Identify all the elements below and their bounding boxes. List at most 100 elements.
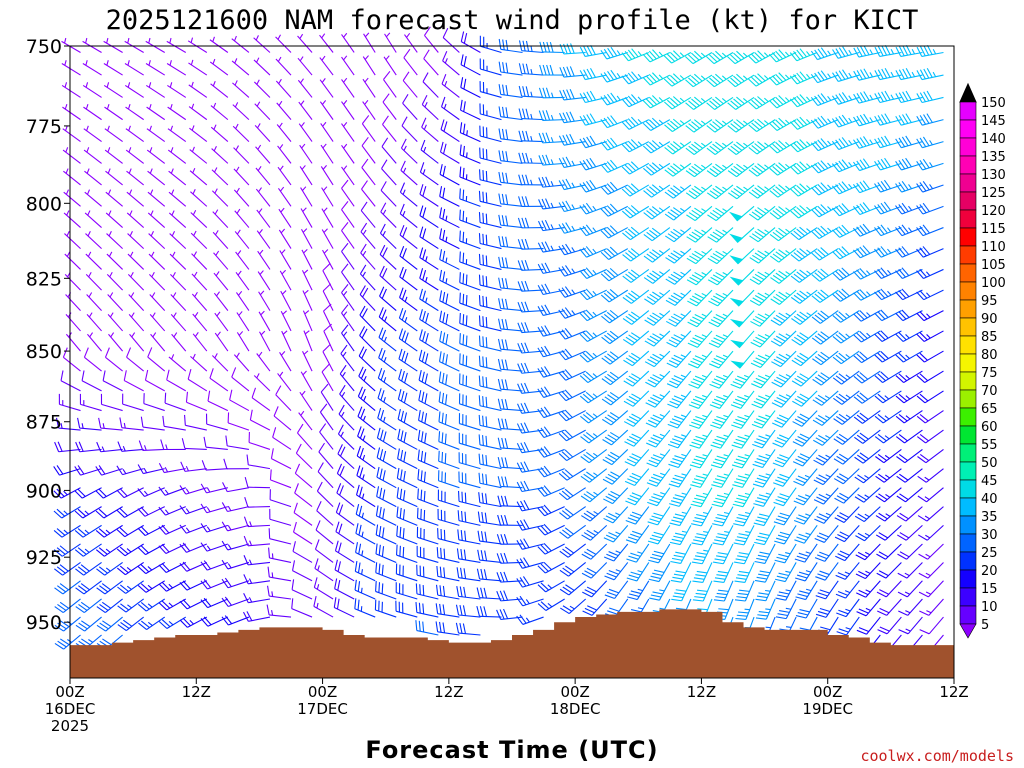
barb-shaft (459, 261, 481, 270)
barb-full (603, 271, 613, 280)
barb-full (585, 411, 595, 420)
barb-shaft (585, 141, 607, 149)
barb-full (623, 400, 634, 407)
barb-shaft (269, 538, 292, 545)
barb-full (649, 335, 660, 342)
barb-full (380, 202, 387, 213)
barb-full (653, 569, 665, 573)
barb-half (149, 147, 153, 153)
barb-shaft (107, 294, 124, 311)
wind-barb (258, 310, 271, 332)
barb-shaft (740, 410, 755, 429)
barb-full (501, 457, 505, 468)
barb-half (592, 452, 598, 457)
barb-full (672, 438, 683, 443)
barb-shaft (398, 358, 418, 372)
barb-half (364, 99, 369, 105)
barb-half (278, 78, 282, 84)
barb-full (709, 54, 718, 63)
wind-barb (516, 480, 544, 493)
wind-barb (189, 167, 208, 186)
barb-full (498, 61, 502, 73)
barb-full (537, 285, 544, 295)
barb-shaft (299, 144, 313, 164)
wind-barb (235, 250, 250, 270)
barb-full (478, 274, 481, 286)
barb-shaft (439, 300, 460, 312)
barb-shaft (802, 468, 818, 486)
barb-half (681, 511, 687, 515)
barb-half (702, 414, 708, 418)
barb-full (544, 325, 551, 335)
barb-full (712, 253, 723, 260)
wind-barb (664, 184, 692, 199)
barb-shaft (298, 123, 313, 142)
wind-barb (581, 562, 608, 579)
wind-barb (317, 462, 334, 489)
barb-full (773, 379, 784, 385)
wind-barb (82, 60, 102, 76)
wind-barb (399, 203, 418, 228)
barb-half (302, 228, 308, 233)
barb-full (630, 311, 641, 319)
wind-barb (689, 410, 713, 429)
barb-half (150, 231, 154, 237)
barb-full (732, 484, 743, 488)
barb-shaft (799, 310, 818, 325)
barb-full (570, 43, 575, 54)
barb-full (582, 225, 590, 235)
wind-barb (362, 77, 376, 98)
barb-full (769, 145, 778, 154)
wind-barb (747, 50, 776, 64)
wind-barb (382, 93, 397, 120)
barb-full (581, 534, 591, 541)
barb-shaft (500, 348, 523, 352)
wind-barb (191, 251, 208, 270)
barb-shaft (586, 310, 607, 322)
barb-half (300, 410, 305, 416)
barb-half (227, 525, 232, 531)
barb-full (664, 191, 674, 199)
barb-shaft (634, 487, 650, 506)
barb-full (631, 433, 642, 440)
barb-full (558, 392, 567, 401)
barb-full (736, 497, 747, 502)
barb-full (322, 262, 331, 272)
wind-barb (708, 330, 734, 348)
barb-full (483, 569, 488, 580)
barb-shaft (439, 361, 460, 372)
barb-full (334, 540, 339, 551)
barb-half (280, 351, 286, 356)
wind-barb (795, 598, 818, 619)
barb-full (579, 205, 587, 215)
barb-full (757, 334, 768, 340)
barb-shaft (804, 562, 818, 582)
barb-half (445, 236, 448, 242)
barb-shaft (362, 56, 376, 76)
barb-full (564, 449, 574, 458)
barb-shaft (401, 147, 418, 164)
barb-full (460, 77, 464, 88)
wind-barb (793, 468, 818, 487)
barb-full (505, 62, 509, 74)
barb-full (642, 145, 652, 154)
barb-full (686, 257, 697, 265)
barb-half (300, 122, 305, 127)
barb-shaft (337, 453, 355, 470)
barb-shaft (721, 487, 734, 507)
barb-shaft (227, 422, 250, 431)
barb-half (148, 103, 152, 110)
barb-full (694, 555, 706, 559)
barb-shaft (291, 589, 313, 600)
barb-full (651, 534, 662, 539)
barb-full (561, 391, 570, 400)
barb-full (791, 380, 802, 387)
barb-shaft (81, 380, 102, 392)
barb-full (565, 111, 572, 122)
barb-shaft (439, 173, 460, 186)
barb-full (360, 243, 367, 254)
barb-half (404, 317, 408, 323)
barb-full (667, 403, 678, 409)
barb-shaft (143, 468, 165, 475)
wind-barb (211, 145, 229, 164)
